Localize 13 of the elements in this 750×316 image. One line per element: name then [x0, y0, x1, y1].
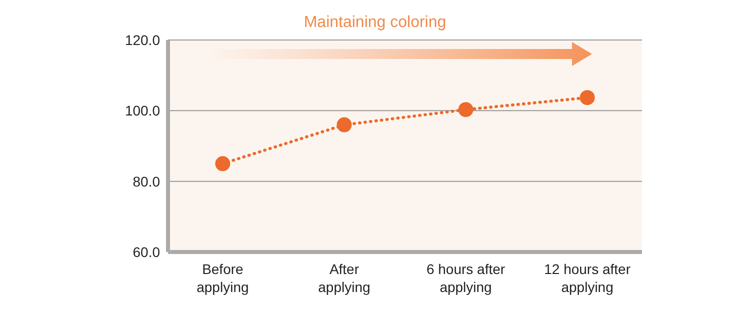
text: Maintaining coloring	[302, 14, 448, 32]
point	[458, 102, 474, 118]
y-tick-label: 80.0	[132, 173, 160, 190]
x-tick-label: After applying	[318, 261, 370, 295]
y-tick-label: 60.0	[132, 244, 160, 260]
x-tick-label: 12 hours after applying	[544, 261, 631, 295]
point	[580, 90, 595, 106]
x-tick-label: 6 hours after applying	[426, 261, 506, 295]
y-tick-label: 100.0	[124, 102, 160, 119]
point	[336, 117, 352, 132]
x-tick-label: Before applying	[196, 261, 249, 295]
y-tick-label: 120.0	[124, 32, 160, 48]
point	[215, 156, 230, 172]
